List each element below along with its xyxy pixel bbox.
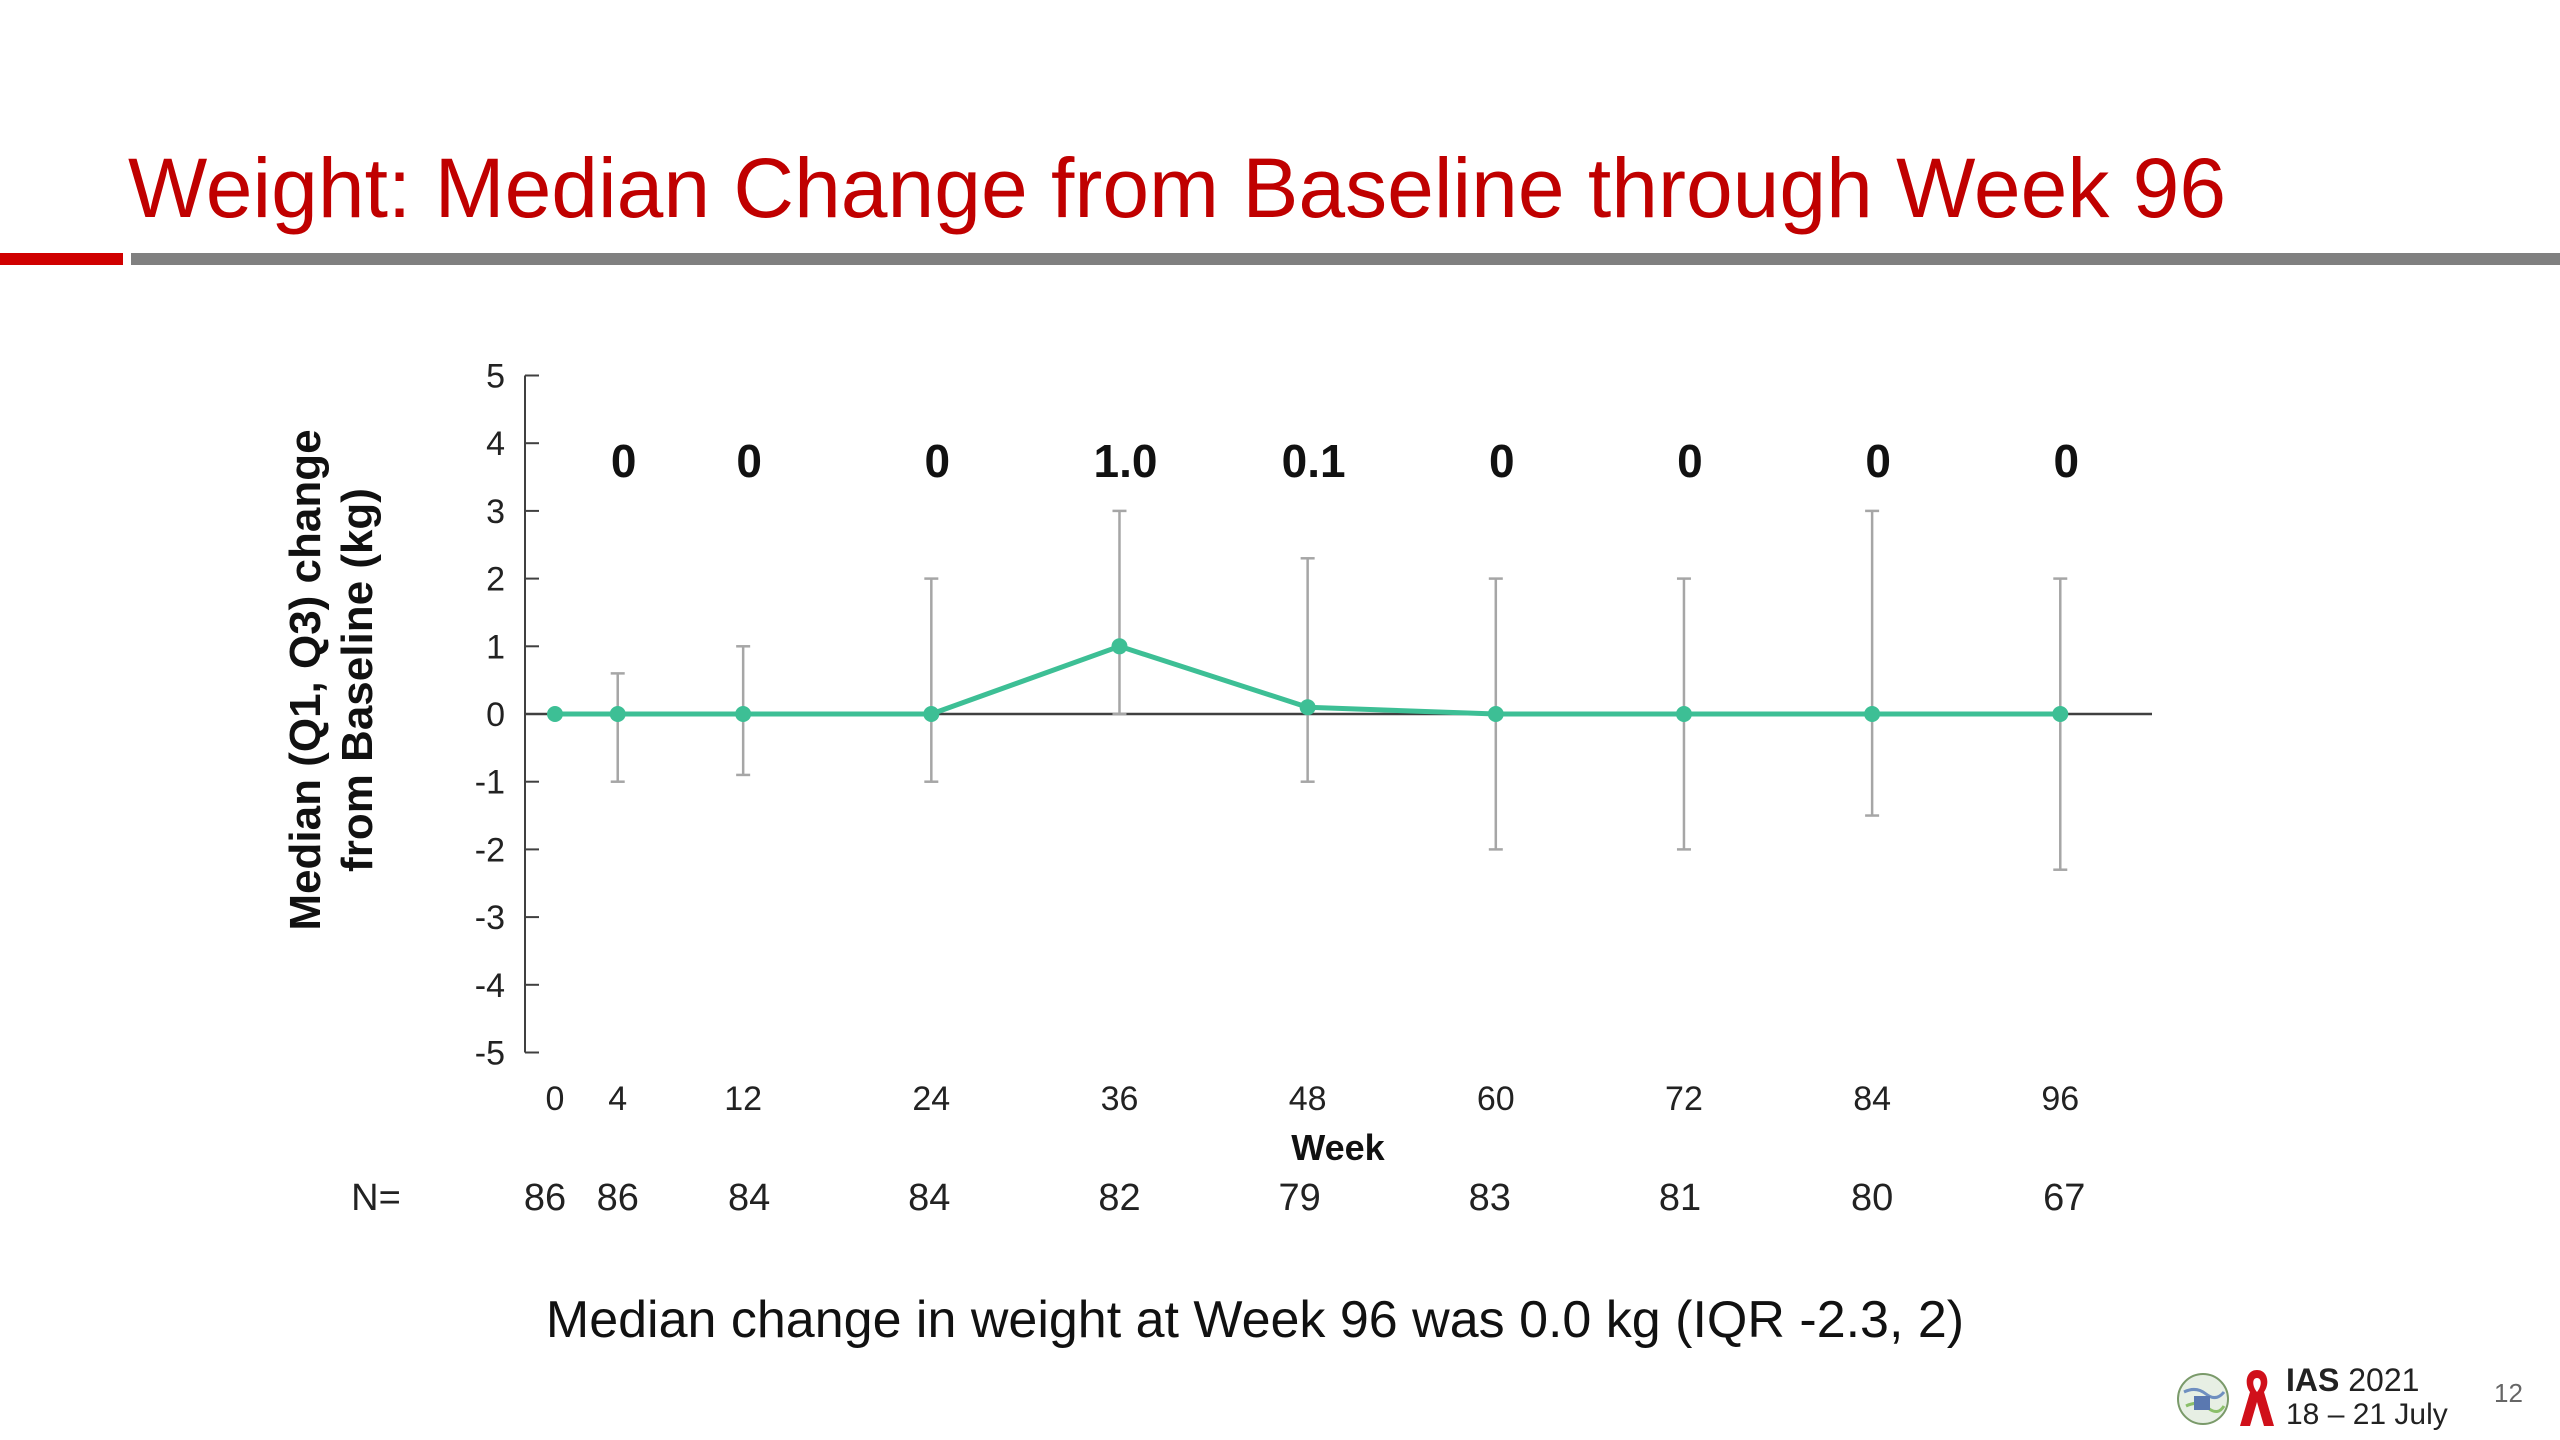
y-tick-label: -4 (475, 967, 505, 1005)
conference-logo: IAS 2021 18 – 21 July (2176, 1362, 2448, 1434)
y-tick-label: 0 (486, 696, 505, 734)
y-axis-label: Median (Q1, Q3) change from Baseline (kg) (281, 429, 382, 930)
y-tick-label: -1 (475, 764, 505, 802)
globe-icon (2177, 1373, 2229, 1425)
n-value: 82 (1098, 1177, 1140, 1219)
n-value: 84 (728, 1177, 770, 1219)
data-label: 0 (1489, 435, 1515, 487)
data-label: 0 (2053, 435, 2079, 487)
data-point (547, 706, 563, 722)
data-point (1487, 706, 1504, 722)
title-rule-gray (131, 253, 2560, 265)
x-tick-label: 24 (912, 1080, 950, 1118)
footnote: Median change in weight at Week 96 was 0… (545, 1291, 1965, 1349)
y-tick-label: 2 (486, 561, 505, 599)
x-tick-label: 36 (1101, 1080, 1139, 1118)
data-point (1864, 706, 1881, 722)
n-value: 86 (524, 1177, 566, 1219)
y-axis-label-line: from Baseline (kg) (333, 488, 382, 872)
x-tick-label: 72 (1665, 1080, 1703, 1118)
n-value: 84 (908, 1177, 950, 1219)
y-tick-label: 4 (486, 425, 505, 463)
x-tick-label: 4 (608, 1080, 627, 1118)
n-row-label: N= (351, 1177, 401, 1219)
logo-dates: 18 – 21 July (2286, 1398, 2448, 1431)
y-tick-label: 5 (486, 358, 505, 396)
x-tick-label: 96 (2041, 1080, 2079, 1118)
x-axis-label: Week (1291, 1127, 1385, 1168)
title-rule-red (0, 253, 123, 265)
data-label: 1.0 (1094, 435, 1158, 487)
data-label: 0 (736, 435, 762, 487)
slide-title: Weight: Median Change from Baseline thro… (128, 141, 2227, 235)
data-label: 0 (1677, 435, 1703, 487)
n-value: 79 (1278, 1177, 1320, 1219)
data-point (735, 706, 752, 722)
data-point (1299, 699, 1316, 716)
weight-change-chart: 5 4 3 2 1 0 -1 -2 -3 -4 -5 Median (Q1, Q3) change fr… (281, 358, 2152, 1219)
data-point (1111, 638, 1128, 655)
y-tick-label: -5 (475, 1035, 505, 1073)
x-tick-label: 84 (1853, 1080, 1891, 1118)
n-value: 80 (1851, 1177, 1893, 1219)
data-point (2052, 706, 2069, 722)
x-tick-label: 48 (1289, 1080, 1327, 1118)
data-label: 0 (1865, 435, 1891, 487)
n-value: 86 (597, 1177, 639, 1219)
page-number: 12 (2494, 1378, 2523, 1408)
logo-name: IAS 2021 (2286, 1362, 2420, 1398)
n-value: 83 (1469, 1177, 1511, 1219)
y-tick-label: -3 (475, 899, 505, 937)
y-axis-label-line: Median (Q1, Q3) change (281, 429, 330, 930)
x-tick-label: 12 (724, 1080, 762, 1118)
n-value: 81 (1659, 1177, 1701, 1219)
y-tick-label: -2 (475, 831, 505, 869)
data-point (609, 706, 626, 722)
data-label: 0.1 (1282, 435, 1346, 487)
data-label: 0 (925, 435, 951, 487)
data-label: 0 (611, 435, 637, 487)
series-line (555, 643, 2061, 717)
x-tick-label: 0 (546, 1080, 565, 1118)
y-tick-label: 3 (486, 493, 505, 531)
data-point (1675, 706, 1692, 722)
n-value: 67 (2043, 1177, 2085, 1219)
data-point (923, 706, 940, 722)
ribbon-icon (2240, 1370, 2274, 1426)
x-tick-label: 60 (1477, 1080, 1515, 1118)
y-tick-label: 1 (486, 628, 505, 666)
